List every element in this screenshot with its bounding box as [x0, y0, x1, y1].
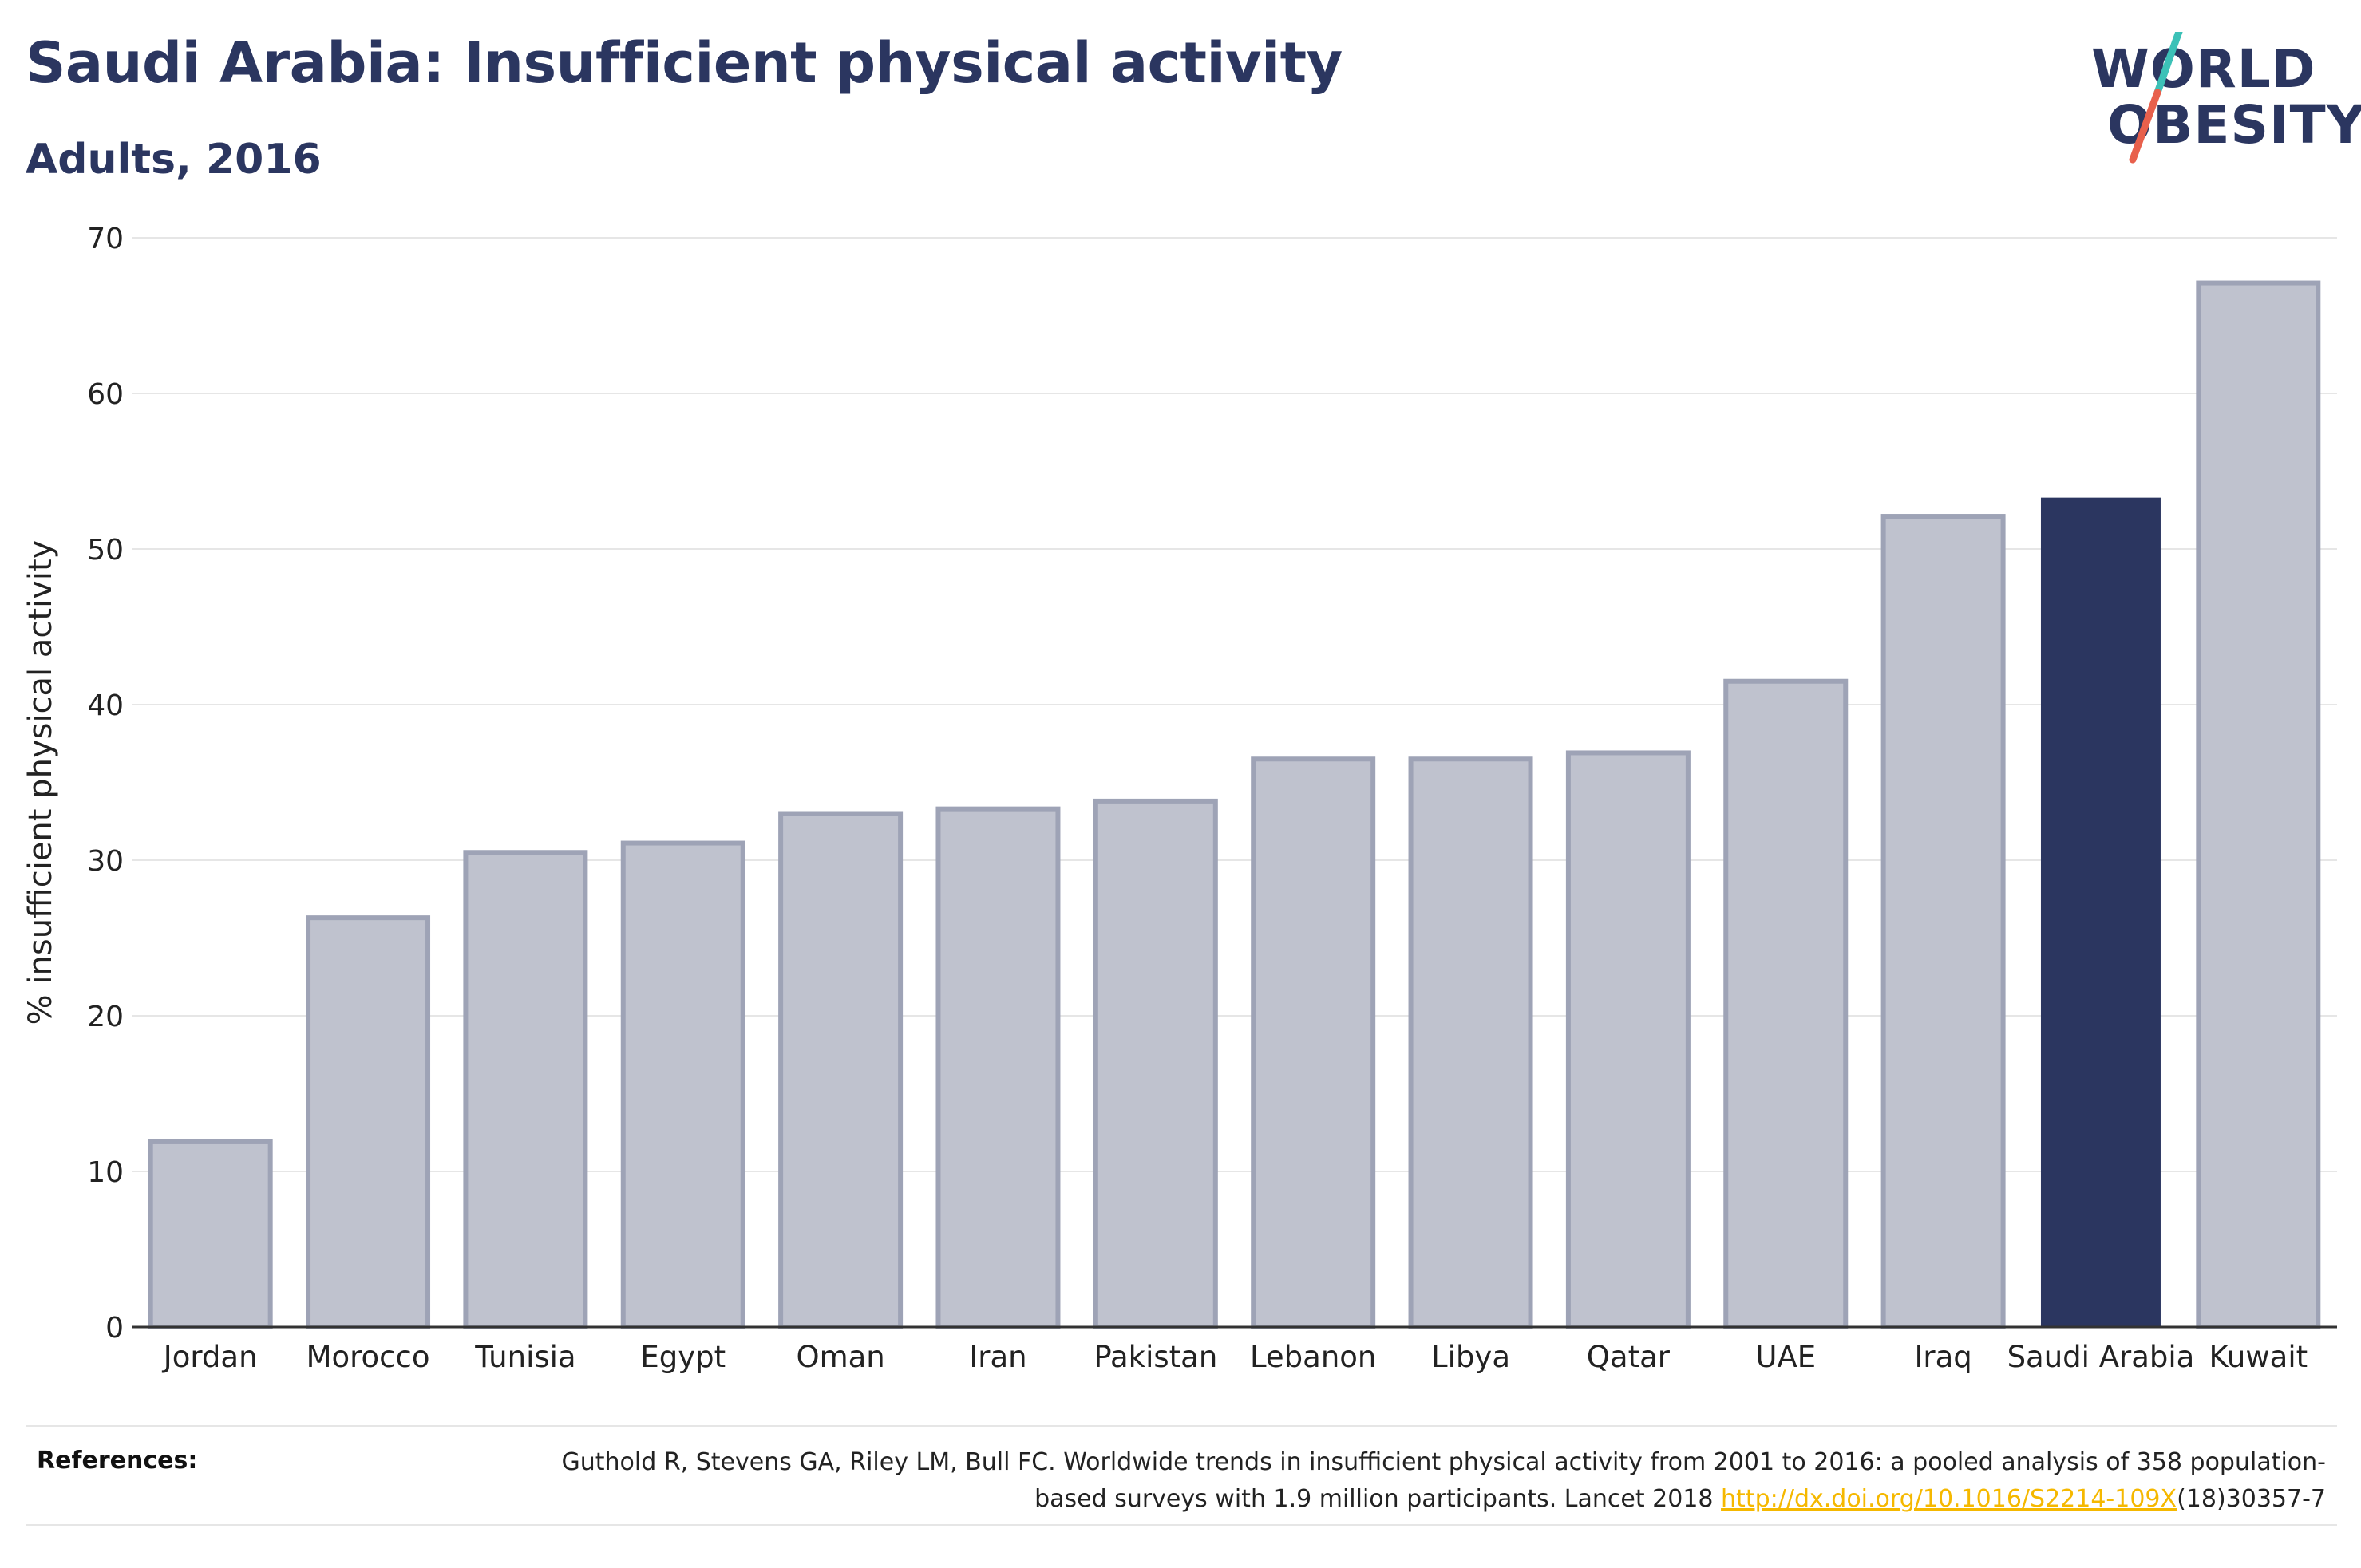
y-axis-label: % insufficient physical activity — [22, 540, 59, 1025]
x-axis-labels: Jordan Morocco Tunisia Egypt Oman Iran Pakista… — [162, 1340, 2308, 1374]
x-tick-label: Iraq — [1914, 1340, 1971, 1374]
x-tick-label: Lebanon — [1250, 1340, 1376, 1374]
x-tick-label: Jordan — [162, 1340, 258, 1374]
logo-word-top: WORLD — [2091, 38, 2316, 100]
x-tick-label: UAE — [1755, 1340, 1816, 1374]
bar-egypt — [620, 840, 745, 1330]
bar-iraq — [1880, 514, 2006, 1329]
world-obesity-logo: WORLD OBESITY — [2075, 32, 2361, 176]
y-tick-label: 20 — [87, 1001, 124, 1033]
bar-lebanon — [1251, 756, 1376, 1329]
y-tick-label: 0 — [105, 1312, 124, 1345]
bar-saudi-arabia — [2040, 497, 2161, 1327]
x-tick-label: Morocco — [306, 1340, 430, 1374]
reference-doi-link[interactable]: http://dx.doi.org/10.1016/S2214-109X — [1721, 1485, 2177, 1513]
references-label: References: — [37, 1447, 198, 1475]
x-tick-label: Qatar — [1587, 1340, 1671, 1374]
y-tick-label: 40 — [87, 689, 124, 722]
bar-kuwait — [2196, 280, 2321, 1329]
bar-pakistan — [1093, 798, 1218, 1329]
y-tick-label: 10 — [87, 1156, 124, 1189]
references-divider-bottom — [26, 1524, 2337, 1526]
x-tick-label: Iran — [969, 1340, 1026, 1374]
chart-subtitle: Adults, 2016 — [26, 136, 322, 184]
x-tick-label: Saudi Arabia — [2007, 1340, 2195, 1374]
logo-slash-icon — [2129, 32, 2183, 164]
bar-qatar — [1565, 750, 1691, 1329]
chart-gridlines — [132, 237, 2337, 1328]
bar-iran — [935, 806, 1061, 1329]
bar-jordan — [148, 1139, 273, 1329]
x-tick-label: Kuwait — [2209, 1340, 2308, 1374]
x-tick-label: Egypt — [640, 1340, 726, 1374]
y-axis-ticks: 0 10 20 30 40 50 60 70 — [87, 223, 124, 1345]
x-tick-label: Oman — [796, 1340, 884, 1374]
y-tick-label: 50 — [87, 534, 124, 567]
bar-oman — [778, 811, 904, 1329]
y-tick-label: 70 — [87, 223, 124, 255]
references-divider-top — [26, 1425, 2337, 1427]
y-tick-label: 60 — [87, 378, 124, 411]
chart-title: Saudi Arabia: Insufficient physical acti… — [26, 30, 1343, 96]
x-tick-label: Pakistan — [1093, 1340, 1217, 1374]
x-tick-label: Libya — [1431, 1340, 1510, 1374]
reference-citation-suffix: (18)30357-7 — [2177, 1485, 2326, 1513]
bar-libya — [1408, 756, 1533, 1329]
bar-tunisia — [463, 850, 588, 1329]
x-tick-label: Tunisia — [474, 1340, 575, 1374]
reference-citation: Guthold R, Stevens GA, Riley LM, Bull FC… — [561, 1448, 2326, 1513]
chart-bars — [148, 280, 2321, 1330]
bar-chart: 0 10 20 30 40 50 60 70 Jordan Morocco Tunisia Egyp… — [22, 223, 2337, 1374]
references-text: Guthold R, Stevens GA, Riley LM, Bull FC… — [490, 1444, 2326, 1518]
bar-uae — [1723, 678, 1849, 1329]
y-tick-label: 30 — [87, 845, 124, 878]
bar-morocco — [306, 915, 431, 1329]
